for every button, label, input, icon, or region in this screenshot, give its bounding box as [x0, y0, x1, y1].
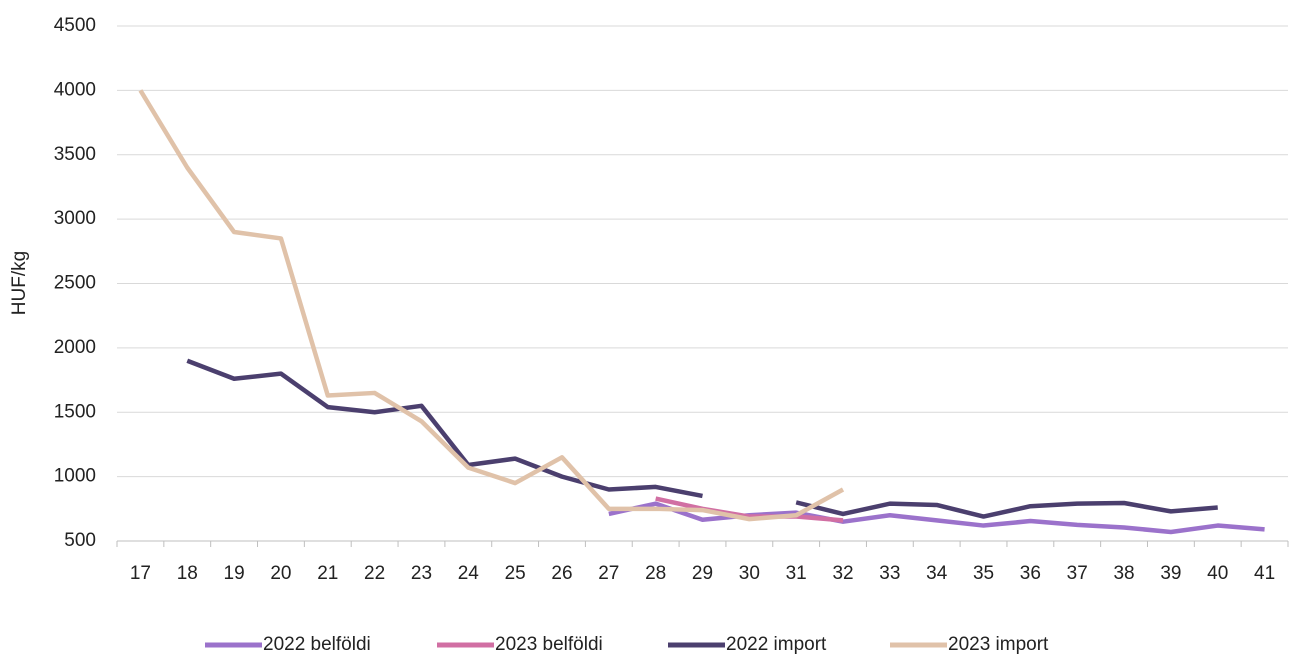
x-tick-label: 34 [926, 563, 948, 584]
x-tick-label: 37 [1067, 563, 1088, 584]
x-tick-label: 29 [692, 563, 713, 584]
y-tick-label: 1000 [54, 466, 96, 487]
y-tick-label: 3000 [54, 208, 96, 229]
y-axis-label: HUF/kg [9, 251, 30, 315]
x-tick-label: 40 [1207, 563, 1228, 584]
x-tick-label: 26 [551, 563, 572, 584]
y-tick-label: 1500 [54, 401, 96, 422]
y-tick-label: 500 [64, 530, 96, 551]
x-tick-label: 20 [270, 563, 291, 584]
x-tick-label: 24 [458, 563, 480, 584]
x-tick-label: 18 [177, 563, 198, 584]
y-tick-label: 3500 [54, 144, 96, 165]
x-tick-label: 33 [879, 563, 900, 584]
x-tick-label: 17 [130, 563, 151, 584]
x-tick-label: 27 [598, 563, 619, 584]
x-tick-label: 21 [317, 563, 338, 584]
x-tick-label: 32 [832, 563, 853, 584]
x-tick-label: 19 [224, 563, 245, 584]
x-tick-label: 22 [364, 563, 385, 584]
x-tick-label: 39 [1160, 563, 1181, 584]
series-line [186, 358, 1218, 519]
legend-label: 2022 import [726, 634, 827, 655]
x-tick-label: 36 [1020, 563, 1041, 584]
y-tick-label: 2000 [54, 337, 96, 358]
series-line [655, 496, 844, 523]
x-tick-label: 41 [1254, 563, 1275, 584]
x-tick-label: 30 [739, 563, 760, 584]
legend-label: 2023 belföldi [495, 634, 603, 655]
x-tick-label: 31 [786, 563, 807, 584]
x-tick-label: 35 [973, 563, 994, 584]
x-tick-label: 38 [1113, 563, 1134, 584]
y-tick-label: 4500 [54, 15, 96, 36]
legend-label: 2022 belföldi [263, 634, 371, 655]
legend-label: 2023 import [948, 634, 1049, 655]
x-tick-label: 23 [411, 563, 432, 584]
y-tick-label: 2500 [54, 273, 96, 294]
series-line [608, 501, 1265, 535]
y-tick-label: 4000 [54, 79, 96, 100]
series-line [138, 89, 845, 522]
x-tick-label: 25 [505, 563, 526, 584]
x-tick-label: 28 [645, 563, 666, 584]
